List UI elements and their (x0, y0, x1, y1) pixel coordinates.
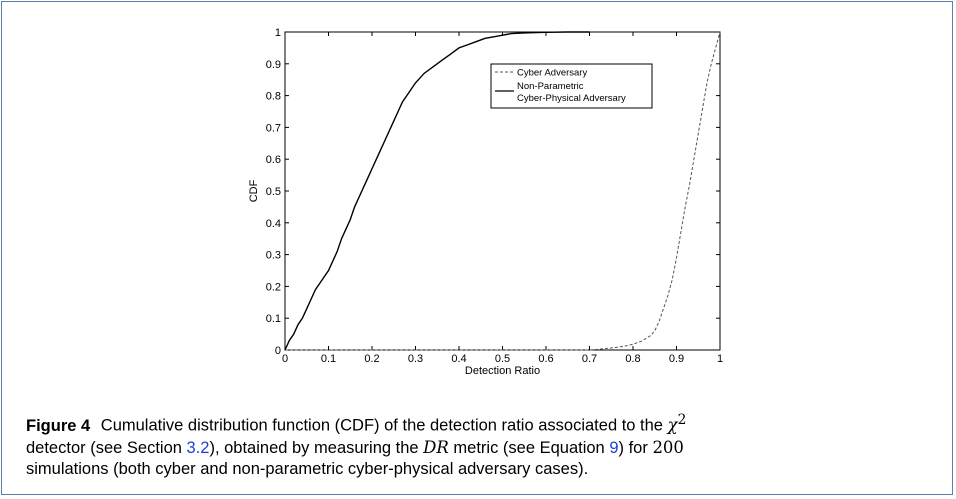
series-line-nonparametric-cyber-physical (284, 31, 590, 351)
caption-text-1: Cumulative distribution function (CDF) o… (100, 416, 668, 435)
y-tick-label: 0.8 (266, 91, 281, 103)
x-tick-label: 0 (282, 353, 288, 365)
x-axis-label: Detection Ratio (465, 365, 540, 377)
x-tick-label: 0.1 (321, 353, 336, 365)
x-tick-label: 0.2 (364, 353, 379, 365)
legend-box (490, 63, 653, 109)
equation-ref-link[interactable]: 9 (609, 438, 619, 457)
y-tick-label: 0.4 (266, 218, 281, 230)
caption-text-5: ) for (618, 438, 653, 457)
caption-dr-metric: DR (423, 437, 449, 457)
y-tick-label: 0.7 (266, 122, 281, 134)
y-tick-label: 0.2 (266, 281, 281, 293)
caption-text-2: detector (see Section (26, 438, 187, 457)
y-tick-label: 0.3 (266, 250, 281, 262)
y-tick-label: 0.5 (266, 186, 281, 198)
caption-simulation-count: 200 (652, 437, 684, 457)
caption-text-3: ), obtained by measuring the (209, 438, 424, 457)
x-tick-label: 0.9 (669, 353, 684, 365)
x-tick-label: 0.7 (582, 353, 597, 365)
x-tick-label: 0.5 (495, 353, 510, 365)
y-tick-label: 0.6 (266, 154, 281, 166)
x-tick-label: 0.3 (408, 353, 423, 365)
legend-label-nonparametric-line1: Non-Parametric (517, 81, 584, 92)
section-ref-link[interactable]: 3.2 (186, 438, 210, 457)
figure-caption: Figure 4 Cumulative distribution functio… (26, 410, 926, 480)
series-lines (284, 31, 721, 351)
caption-text-4: metric (see Equation (448, 438, 610, 457)
x-tick-label: 0.4 (451, 353, 466, 365)
y-tick-label: 0.9 (266, 59, 281, 71)
legend-label-nonparametric-line2: Cyber-Physical Adversary (517, 93, 626, 104)
caption-figure-label: Figure 4 (26, 416, 91, 435)
cdf-chart: 0 0.1 0.2 0.3 0.4 0.5 0.6 0.7 0.8 0.9 1 0 0.1 0.2 0.3 0… (248, 27, 723, 377)
caption-chi-superscript: 2 (677, 412, 687, 428)
caption-chi-symbol: χ (667, 415, 678, 435)
y-tick-label: 1 (275, 27, 281, 39)
y-axis-label: CDF (248, 179, 260, 202)
series-line-cyber-adversary (285, 31, 721, 351)
x-tick-label: 0.6 (538, 353, 553, 365)
caption-text-6: simulations (both cyber and non-parametr… (26, 459, 589, 478)
legend: Cyber Adversary Non-Parametric Cyber-Phy… (490, 63, 653, 109)
y-tick-label: 0.1 (266, 313, 281, 325)
y-tick-label: 0 (275, 345, 281, 357)
x-tick-label: 1 (717, 353, 723, 365)
legend-label-cyber: Cyber Adversary (517, 68, 587, 79)
x-tick-label: 0.8 (625, 353, 640, 365)
axes: 0 0.1 0.2 0.3 0.4 0.5 0.6 0.7 0.8 0.9 1 0 0.1 0.2 0.3 0… (248, 27, 723, 377)
